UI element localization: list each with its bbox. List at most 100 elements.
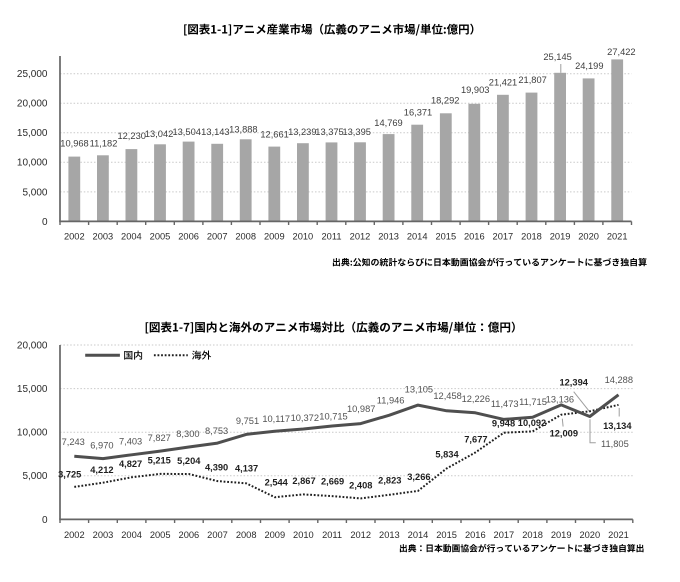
svg-text:13,239: 13,239 <box>288 127 316 137</box>
svg-text:7,243: 7,243 <box>62 437 85 447</box>
svg-text:13,134: 13,134 <box>603 421 632 431</box>
svg-text:4,390: 4,390 <box>205 463 228 473</box>
svg-text:14,288: 14,288 <box>605 375 633 385</box>
svg-text:2018: 2018 <box>522 530 543 540</box>
svg-text:2005: 2005 <box>150 530 171 540</box>
svg-text:20,000: 20,000 <box>17 99 48 110</box>
svg-text:2021: 2021 <box>607 232 628 242</box>
svg-text:2021: 2021 <box>608 530 629 540</box>
svg-text:25,000: 25,000 <box>17 69 48 80</box>
svg-text:2007: 2007 <box>207 530 228 540</box>
svg-text:2006: 2006 <box>178 232 199 242</box>
svg-text:10,000: 10,000 <box>17 158 48 169</box>
svg-text:10,372: 10,372 <box>291 413 319 423</box>
svg-text:2012: 2012 <box>350 232 371 242</box>
svg-text:2013: 2013 <box>379 530 400 540</box>
svg-text:13,504: 13,504 <box>172 127 200 137</box>
svg-text:2003: 2003 <box>93 530 114 540</box>
svg-text:24,199: 24,199 <box>575 61 603 71</box>
svg-text:2019: 2019 <box>550 232 571 242</box>
svg-text:8,753: 8,753 <box>205 426 228 436</box>
svg-text:7,827: 7,827 <box>148 433 171 443</box>
svg-text:12,226: 12,226 <box>462 394 490 404</box>
svg-text:6,970: 6,970 <box>90 441 113 451</box>
svg-text:21,421: 21,421 <box>489 78 517 88</box>
svg-text:2016: 2016 <box>465 530 486 540</box>
svg-text:13,375: 13,375 <box>315 127 343 137</box>
svg-text:2012: 2012 <box>350 530 371 540</box>
svg-text:4,827: 4,827 <box>119 459 142 469</box>
svg-text:7,403: 7,403 <box>119 436 142 446</box>
svg-text:21,807: 21,807 <box>518 75 546 85</box>
svg-text:9,948: 9,948 <box>492 418 515 428</box>
svg-text:5,204: 5,204 <box>177 456 201 466</box>
svg-text:3,725: 3,725 <box>58 469 81 479</box>
svg-text:5,215: 5,215 <box>148 456 171 466</box>
svg-text:10,000: 10,000 <box>17 428 48 439</box>
svg-text:13,136: 13,136 <box>546 394 574 404</box>
svg-text:10,987: 10,987 <box>347 404 375 414</box>
svg-text:10,117: 10,117 <box>262 414 290 424</box>
svg-text:13,042: 13,042 <box>145 129 173 139</box>
svg-text:11,473: 11,473 <box>491 399 519 409</box>
svg-text:2020: 2020 <box>579 530 600 540</box>
svg-text:7,677: 7,677 <box>464 435 487 445</box>
svg-text:12,009: 12,009 <box>550 429 578 439</box>
svg-text:2013: 2013 <box>378 232 399 242</box>
svg-text:2016: 2016 <box>464 232 485 242</box>
svg-text:2006: 2006 <box>179 530 200 540</box>
svg-text:20,000: 20,000 <box>17 340 48 351</box>
svg-text:2,669: 2,669 <box>321 476 344 486</box>
svg-text:8,300: 8,300 <box>176 429 199 439</box>
svg-text:2014: 2014 <box>407 232 428 242</box>
svg-text:15,000: 15,000 <box>17 128 48 139</box>
svg-text:2015: 2015 <box>436 530 457 540</box>
svg-text:5,000: 5,000 <box>22 187 47 198</box>
svg-text:13,105: 13,105 <box>405 385 433 395</box>
svg-text:2018: 2018 <box>521 232 542 242</box>
svg-text:25,145: 25,145 <box>543 52 571 62</box>
svg-text:5,834: 5,834 <box>435 449 459 459</box>
svg-text:2008: 2008 <box>235 232 256 242</box>
svg-text:16,371: 16,371 <box>404 108 432 118</box>
svg-text:11,946: 11,946 <box>377 396 405 406</box>
svg-text:13,888: 13,888 <box>229 124 257 134</box>
svg-text:15,000: 15,000 <box>17 384 48 395</box>
svg-text:3,266: 3,266 <box>407 472 430 482</box>
svg-text:2002: 2002 <box>64 530 85 540</box>
svg-text:12,458: 12,458 <box>433 391 461 401</box>
svg-text:11,805: 11,805 <box>601 439 629 449</box>
svg-text:19,903: 19,903 <box>461 85 489 95</box>
svg-text:12,394: 12,394 <box>559 377 588 387</box>
svg-text:14,769: 14,769 <box>374 118 402 128</box>
svg-text:2015: 2015 <box>435 232 456 242</box>
svg-text:2011: 2011 <box>322 530 342 540</box>
svg-text:9,751: 9,751 <box>236 416 259 426</box>
svg-text:0: 0 <box>42 217 48 228</box>
svg-text:2,867: 2,867 <box>292 476 315 486</box>
svg-text:2,823: 2,823 <box>378 476 401 486</box>
svg-text:2007: 2007 <box>207 232 228 242</box>
svg-text:2,408: 2,408 <box>349 480 372 490</box>
svg-text:5,000: 5,000 <box>22 471 47 482</box>
svg-text:12,230: 12,230 <box>117 131 145 141</box>
svg-text:2003: 2003 <box>93 232 114 242</box>
svg-text:2010: 2010 <box>293 232 314 242</box>
svg-text:18,292: 18,292 <box>431 96 459 106</box>
svg-text:2020: 2020 <box>578 232 599 242</box>
svg-text:4,137: 4,137 <box>235 464 258 474</box>
svg-text:2,544: 2,544 <box>265 478 289 488</box>
svg-text:13,143: 13,143 <box>201 127 229 137</box>
svg-text:27,422: 27,422 <box>607 47 635 57</box>
svg-text:2002: 2002 <box>64 232 85 242</box>
svg-text:13,395: 13,395 <box>342 127 370 137</box>
svg-text:2004: 2004 <box>121 232 142 242</box>
svg-text:2005: 2005 <box>150 232 171 242</box>
svg-text:2010: 2010 <box>293 530 314 540</box>
svg-text:10,715: 10,715 <box>319 412 347 422</box>
svg-text:10,092: 10,092 <box>518 418 546 428</box>
svg-text:2008: 2008 <box>236 530 257 540</box>
svg-text:2017: 2017 <box>493 232 514 242</box>
svg-text:11,182: 11,182 <box>90 138 118 148</box>
svg-text:10,968: 10,968 <box>60 138 88 148</box>
